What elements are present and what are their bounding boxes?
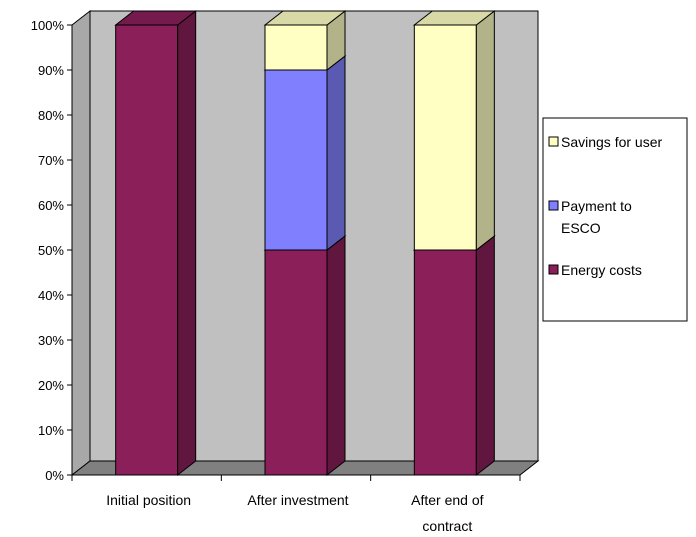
bar-top: [114, 10, 198, 26]
y-tick-label: 70%: [38, 153, 64, 168]
legend-swatch: [548, 136, 559, 147]
legend-item-payment-to-esco: Payment to ESCO: [548, 198, 632, 236]
bar-segment-payment-to-esco-after-investment: [263, 54, 347, 252]
x-tick-label: After end of contract: [411, 492, 483, 534]
bar-segment-savings-for-user-after-end-of-contract: [412, 9, 496, 252]
y-tick-label: 60%: [38, 198, 64, 213]
y-tick-label: 20%: [38, 378, 64, 393]
y-axis: 0% 10% 20% 30% 40% 50% 60% 70% 80% 90% 100%: [31, 18, 73, 483]
legend-label: Energy costs: [561, 262, 642, 278]
bar-front: [413, 249, 477, 476]
bar-front: [413, 24, 477, 251]
legend-label: Payment to ESCO: [561, 198, 632, 236]
bar-top: [263, 10, 347, 26]
bar-segment-energy-costs-after-investment: [263, 234, 347, 477]
legend: Savings for user Payment to ESCO Energy cos…: [542, 117, 688, 322]
bar-side: [475, 234, 495, 477]
side-wall: [71, 9, 91, 477]
bar-segment-energy-costs-after-end-of-contract: [412, 234, 496, 477]
bar-front: [115, 24, 179, 476]
y-tick-label: 40%: [38, 288, 64, 303]
y-tick-label: 0%: [45, 468, 64, 483]
x-axis: Initial position After investment After en…: [71, 474, 521, 534]
bar-segment-savings-for-user-after-investment: [263, 9, 347, 72]
y-tick-label: 50%: [38, 243, 64, 258]
y-tick-label: 10%: [38, 423, 64, 438]
bar-side: [326, 54, 346, 252]
bar-front: [264, 24, 328, 71]
y-tick-label: 100%: [31, 18, 65, 33]
legend-box: [542, 117, 688, 322]
x-tick-label: After investment: [247, 492, 348, 508]
x-tick-label: Initial position: [106, 492, 191, 508]
legend-label: Savings for user: [561, 134, 662, 150]
bar-top: [412, 10, 496, 26]
legend-item-savings-for-user: Savings for user: [548, 134, 662, 150]
y-tick-label: 80%: [38, 108, 64, 123]
bar-side: [177, 9, 197, 477]
legend-swatch: [548, 200, 559, 211]
legend-item-energy-costs: Energy costs: [548, 262, 642, 278]
bar-segment-energy-costs-initial-position: [114, 9, 198, 477]
bar-side: [475, 9, 495, 252]
bar-side: [326, 234, 346, 477]
y-tick-label: 30%: [38, 333, 64, 348]
y-tick-label: 90%: [38, 63, 64, 78]
legend-swatch: [548, 264, 559, 275]
bar-front: [264, 69, 328, 251]
bar-front: [264, 249, 328, 476]
bars: [114, 9, 496, 477]
